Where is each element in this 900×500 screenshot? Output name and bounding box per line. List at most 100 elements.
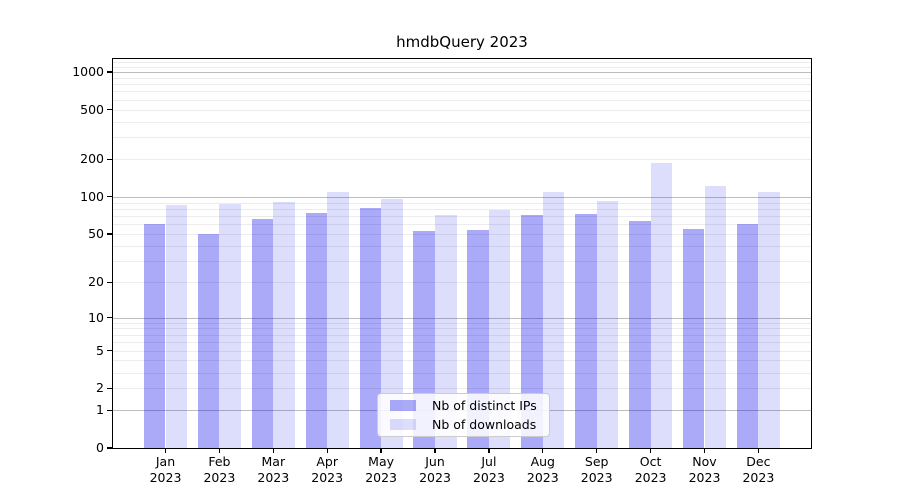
- x-tick-year: 2023: [203, 469, 236, 485]
- x-tick-label-apr: Apr 2023: [295, 454, 359, 485]
- gridline-minor-60: [113, 224, 811, 226]
- x-tick-dec: [757, 448, 760, 453]
- y-tick-label-50: 50: [88, 226, 104, 241]
- x-tick-month: Oct: [639, 454, 662, 469]
- y-tick-label-1: 1: [96, 402, 104, 418]
- y-tick-10: [107, 316, 112, 319]
- x-tick-year: 2023: [634, 469, 667, 485]
- y-tick-20: [107, 281, 112, 283]
- bar-ips-may: [359, 207, 382, 448]
- y-tick-500: [107, 109, 112, 111]
- gridline-minor-70: [113, 216, 811, 217]
- x-tick-month: Nov: [692, 454, 717, 469]
- bar-ips-mar: [251, 219, 274, 448]
- gridline-minor-4: [113, 360, 811, 362]
- gridline-minor-50: [113, 234, 811, 235]
- gridline-major-10: [113, 317, 811, 319]
- bar-ips-oct: [629, 220, 651, 448]
- x-tick-year: 2023: [580, 469, 613, 485]
- x-tick-month: Jun: [425, 454, 445, 469]
- gridline-minor-900: [113, 77, 811, 79]
- gridline-major-100: [113, 196, 811, 198]
- gridline-minor-7: [113, 334, 811, 336]
- y-tick-2: [107, 387, 112, 389]
- gridline-minor-200: [113, 159, 811, 161]
- bar-downloads-may: [381, 199, 403, 448]
- x-tick-label-sep: Sep 2023: [565, 454, 629, 485]
- x-tick-label-dec: Dec 2023: [726, 454, 790, 485]
- bar-ips-apr: [305, 213, 328, 448]
- gridline-minor-800: [113, 84, 811, 86]
- x-tick-label-mar: Mar 2023: [241, 454, 305, 485]
- x-tick-year: 2023: [257, 469, 290, 485]
- x-tick-label-jul: Jul 2023: [457, 454, 521, 485]
- x-tick-month: Mar: [261, 454, 286, 469]
- x-tick-year: 2023: [311, 469, 344, 485]
- y-tick-label-5: 5: [96, 342, 104, 358]
- bar-ips-jan: [143, 224, 166, 448]
- x-tick-aug: [542, 448, 544, 453]
- bar-ips-nov: [682, 228, 705, 448]
- y-tick-1: [107, 409, 112, 411]
- x-tick-year: 2023: [419, 469, 451, 485]
- x-tick-feb: [218, 448, 221, 453]
- x-tick-month: Sep: [584, 454, 609, 469]
- x-tick-year: 2023: [365, 469, 397, 485]
- y-tick-label-500: 500: [80, 101, 104, 117]
- gridline-minor-6: [113, 342, 811, 344]
- x-tick-year: 2023: [742, 469, 775, 485]
- x-tick-month: Dec: [746, 454, 771, 469]
- legend-label-downloads: Nb of downloads: [432, 417, 537, 432]
- y-tick-label-100: 100: [80, 188, 104, 204]
- x-tick-month: Apr: [316, 454, 338, 469]
- y-tick-label-2: 2: [96, 380, 104, 396]
- gridline-minor-80: [113, 208, 811, 210]
- gridline-minor-9: [113, 322, 811, 324]
- x-tick-month: May: [368, 454, 395, 469]
- bar-downloads-dec: [758, 191, 780, 448]
- bar-downloads-jan: [165, 204, 188, 448]
- y-tick-0: [107, 447, 112, 449]
- x-tick-month: Jan: [155, 454, 176, 469]
- gridline-minor-90: [113, 202, 811, 204]
- x-tick-mar: [272, 448, 274, 453]
- x-tick-year: 2023: [472, 469, 505, 485]
- gridline-minor-5: [113, 350, 811, 352]
- x-tick-year: 2023: [688, 469, 721, 485]
- x-tick-year: 2023: [149, 469, 182, 485]
- y-tick-label-20: 20: [88, 274, 104, 290]
- bar-downloads-jun: [435, 214, 457, 448]
- x-tick-month: Jul: [481, 454, 497, 469]
- y-tick-200: [107, 158, 112, 161]
- legend-label-distinct-ips: Nb of distinct IPs: [432, 398, 537, 413]
- x-tick-label-may: May 2023: [349, 454, 413, 485]
- gridline-major-1000: [113, 72, 811, 73]
- x-tick-label-aug: Aug 2023: [511, 454, 575, 485]
- x-tick-label-jun: Jun 2023: [403, 454, 467, 485]
- y-tick-100: [107, 196, 112, 198]
- gridline-minor-700: [113, 91, 811, 93]
- y-tick-50: [107, 233, 112, 235]
- bar-downloads-jul: [488, 210, 511, 448]
- bar-downloads-sep: [596, 200, 619, 448]
- gridline-minor-500: [113, 109, 811, 111]
- plot-area: [112, 58, 812, 449]
- bar-ips-aug: [521, 215, 543, 448]
- gridline-minor-600: [113, 99, 811, 101]
- gridline-minor-1100: [113, 66, 811, 68]
- bar-downloads-feb: [219, 203, 241, 448]
- x-tick-jan: [164, 448, 167, 453]
- bar-downloads-mar: [273, 201, 295, 448]
- y-tick-1000: [107, 71, 112, 73]
- bar-downloads-oct: [650, 163, 673, 448]
- y-tick-label-0: 0: [96, 440, 104, 455]
- bar-ips-dec: [736, 224, 759, 448]
- legend-item-downloads: Nb of downloads: [386, 417, 541, 433]
- y-tick-5: [107, 349, 112, 352]
- legend-item-distinct-ips: Nb of distinct IPs: [386, 398, 541, 414]
- x-tick-label-oct: Oct 2023: [619, 454, 683, 485]
- legend: Nb of distinct IPs Nb of downloads: [377, 393, 550, 437]
- x-tick-jul: [488, 448, 490, 453]
- gridline-minor-300: [113, 137, 811, 139]
